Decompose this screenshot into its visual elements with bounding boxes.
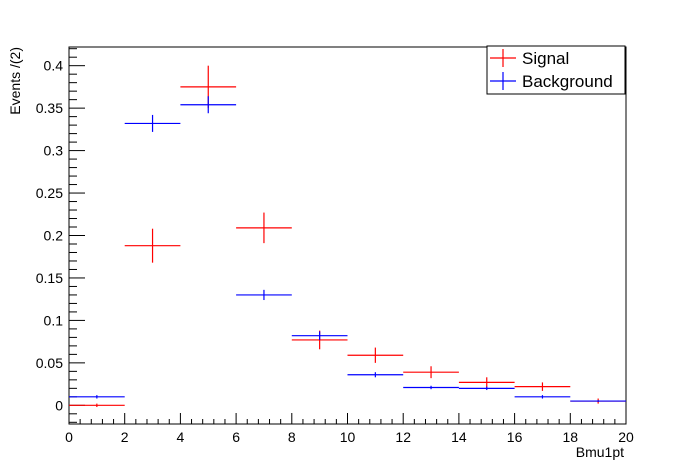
data-point bbox=[347, 347, 404, 363]
y-tick-label: 0.35 bbox=[36, 100, 63, 116]
data-point bbox=[347, 372, 404, 378]
data-point bbox=[124, 228, 181, 263]
y-tick-label: 0.4 bbox=[44, 58, 64, 74]
x-axis-title: Bmu1pt bbox=[576, 444, 624, 460]
x-tick-label: 2 bbox=[121, 429, 129, 445]
legend-label: Signal bbox=[522, 49, 569, 68]
data-point bbox=[403, 366, 459, 379]
x-tick-label: 8 bbox=[288, 429, 296, 445]
y-tick-label: 0.05 bbox=[36, 355, 63, 371]
data-point bbox=[180, 96, 237, 114]
legend-entry-background: Background bbox=[490, 72, 613, 91]
x-tick-label: 14 bbox=[451, 429, 467, 445]
x-tick-label: 18 bbox=[563, 429, 579, 445]
legend-entry-signal: Signal bbox=[490, 49, 569, 68]
data-point bbox=[69, 403, 125, 408]
data-point bbox=[124, 114, 181, 132]
x-tick-label: 6 bbox=[232, 429, 240, 445]
y-axis-title: Events /(2) bbox=[7, 47, 23, 115]
data-point bbox=[570, 400, 626, 402]
x-tick-label: 20 bbox=[618, 429, 634, 445]
x-axis: 0 2 4 6 8 10 12 14 16 18 20 bbox=[65, 413, 634, 445]
x-tick-label: 10 bbox=[340, 429, 356, 445]
y-tick-label: 0.2 bbox=[44, 228, 64, 244]
legend-label: Background bbox=[522, 72, 613, 91]
data-point bbox=[291, 331, 348, 340]
x-tick-label: 16 bbox=[507, 429, 523, 445]
data-point bbox=[69, 395, 125, 399]
y-axis: 0 0.05 0.1 0.15 0.2 0.25 0.3 0.35 0.4 bbox=[36, 48, 85, 423]
x-tick-label: 0 bbox=[65, 429, 73, 445]
series-background bbox=[69, 96, 626, 402]
data-point bbox=[514, 395, 571, 399]
data-point bbox=[458, 386, 515, 391]
data-point bbox=[458, 377, 515, 388]
legend-box bbox=[486, 45, 626, 95]
y-tick-label: 0.3 bbox=[44, 143, 64, 159]
y-tick-label: 0.1 bbox=[44, 312, 64, 328]
y-tick-label: 0.15 bbox=[36, 270, 63, 286]
data-point bbox=[236, 212, 292, 244]
x-tick-label: 12 bbox=[395, 429, 411, 445]
x-tick-label: 4 bbox=[177, 429, 185, 445]
series-layer bbox=[69, 65, 626, 408]
data-point bbox=[514, 382, 571, 391]
data-point bbox=[236, 289, 292, 301]
y-tick-label: 0.25 bbox=[36, 185, 63, 201]
legend: Signal Background bbox=[486, 45, 626, 95]
data-point bbox=[403, 385, 459, 390]
y-tick-label: 0 bbox=[55, 397, 63, 413]
